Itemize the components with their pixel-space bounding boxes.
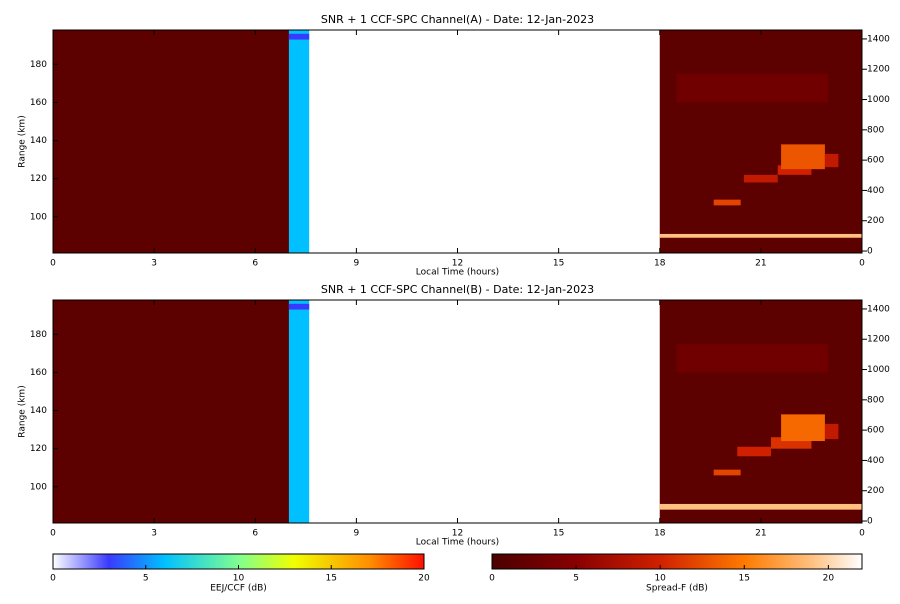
- x-tick-label: 3: [151, 259, 157, 269]
- heatmap-cell: [288, 30, 310, 253]
- heatmap-cell: [676, 343, 829, 373]
- x-tick-label: 0: [859, 259, 865, 269]
- y2-tick-label: 1200: [867, 335, 890, 345]
- colorbar-label: Spread-F (dB): [646, 584, 708, 594]
- x-tick-label: 3: [151, 529, 157, 539]
- heatmap-cell: [777, 165, 812, 175]
- x-tick-label: 21: [755, 259, 766, 269]
- x-tick-label: 15: [553, 259, 564, 269]
- y-tick-label: 180: [30, 60, 47, 70]
- x-tick-label: 18: [654, 259, 666, 269]
- chart-title: SNR + 1 CCF-SPC Channel(A) - Date: 12-Ja…: [321, 13, 594, 26]
- y-axis-label: Range (km): [18, 385, 28, 437]
- colorbar-tick-label: 20: [823, 574, 835, 584]
- heatmap-cell: [288, 33, 310, 40]
- x-tick-label: 6: [252, 259, 258, 269]
- y-tick-label: 180: [30, 330, 47, 340]
- x-tick-label: 12: [452, 259, 463, 269]
- heatmap-cell: [713, 469, 741, 476]
- colorbar-tick-label: 0: [50, 574, 56, 584]
- heatmap-cell: [824, 153, 839, 168]
- x-axis-label: Local Time (hours): [416, 268, 499, 278]
- y2-tick-label: 600: [867, 426, 884, 436]
- x-tick-label: 18: [654, 529, 666, 539]
- y2-tick-label: 600: [867, 156, 884, 166]
- heatmap-cell: [659, 233, 862, 238]
- y-tick-label: 100: [30, 482, 47, 492]
- y-tick-label: 160: [30, 368, 47, 378]
- heatmap-cell: [659, 300, 862, 523]
- colorbar-tick-label: 10: [233, 574, 245, 584]
- y-tick-label: 100: [30, 212, 47, 222]
- y2-tick-label: 200: [867, 486, 884, 496]
- colorbar-tick-label: 5: [143, 574, 149, 584]
- y-axis-label: Range (km): [18, 115, 28, 167]
- chart-title: SNR + 1 CCF-SPC Channel(B) - Date: 12-Ja…: [321, 283, 594, 296]
- colorbar-label: EEJ/CCF (dB): [210, 584, 267, 594]
- x-tick-label: 0: [50, 529, 56, 539]
- y2-tick-label: 1200: [867, 65, 890, 75]
- heatmap-cell: [53, 30, 289, 253]
- x-tick-label: 9: [354, 259, 360, 269]
- heatmap-cell: [53, 300, 289, 523]
- heatmap-cell: [659, 30, 862, 253]
- y2-tick-label: 1000: [867, 365, 890, 375]
- y-tick-label: 120: [30, 444, 47, 454]
- y2-tick-label: 800: [867, 125, 884, 135]
- y2-tick-label: 200: [867, 216, 884, 226]
- colorbar-tick-label: 10: [654, 574, 666, 584]
- x-tick-label: 9: [354, 529, 360, 539]
- colorbar-tick-label: 5: [573, 574, 579, 584]
- heatmap-cell: [676, 73, 829, 103]
- colorbar-tick-label: 20: [418, 574, 430, 584]
- y2-tick-label: 1400: [867, 34, 890, 44]
- y2-tick-label: 1000: [867, 95, 890, 105]
- y-tick-label: 120: [30, 174, 47, 184]
- x-tick-label: 12: [452, 529, 463, 539]
- y-tick-label: 160: [30, 98, 47, 108]
- heatmap-cell: [744, 174, 778, 183]
- colorbar: [491, 553, 863, 570]
- heatmap-cell: [824, 423, 839, 440]
- heatmap-cell: [737, 446, 771, 457]
- x-tick-label: 15: [553, 529, 564, 539]
- heatmap-cell: [288, 300, 310, 523]
- x-axis-label: Local Time (hours): [416, 538, 499, 548]
- x-tick-label: 0: [859, 529, 865, 539]
- heatmap-cell: [713, 199, 741, 206]
- heatmap-cell: [288, 303, 310, 310]
- heatmap-cell: [781, 414, 825, 442]
- x-tick-label: 0: [50, 259, 56, 269]
- y2-tick-label: 1400: [867, 304, 890, 314]
- colorbar-tick-label: 15: [739, 574, 750, 584]
- y2-tick-label: 800: [867, 395, 884, 405]
- colorbar-tick-label: 0: [489, 574, 495, 584]
- y-tick-label: 140: [30, 136, 47, 146]
- y2-tick-label: 400: [867, 186, 884, 196]
- x-tick-label: 6: [252, 529, 258, 539]
- colorbar-tick-label: 15: [326, 574, 337, 584]
- y2-tick-label: 0: [867, 517, 873, 527]
- y-tick-label: 140: [30, 406, 47, 416]
- y2-tick-label: 0: [867, 247, 873, 257]
- heatmap-cell: [770, 437, 812, 449]
- x-tick-label: 21: [755, 529, 766, 539]
- heatmap-cell: [781, 144, 825, 170]
- y2-tick-label: 400: [867, 456, 884, 466]
- heatmap-cell: [659, 503, 862, 510]
